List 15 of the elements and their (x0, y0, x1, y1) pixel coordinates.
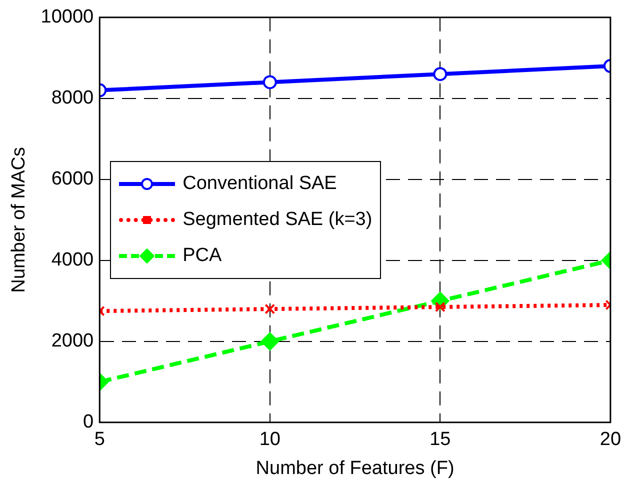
y-tick-label: 6000 (51, 168, 94, 190)
y-tick-label: 4000 (51, 250, 94, 271)
x-tick-label: 10 (259, 429, 280, 450)
y-tick-label: 0 (83, 412, 94, 433)
y-tick-label: 8000 (51, 88, 94, 109)
legend-label: PCA (182, 244, 222, 267)
legend-label: Conventional SAE (182, 172, 337, 195)
x-axis-title: Number of Features (F) (256, 458, 454, 479)
x-tick-label: 5 (94, 429, 105, 450)
y-tick-label: 10000 (40, 6, 94, 28)
x-tick-label: 20 (600, 429, 622, 450)
legend-label: Segmented SAE (k=3) (182, 208, 372, 231)
y-tick-label: 2000 (51, 330, 94, 352)
x-tick-label: 15 (430, 429, 451, 450)
y-axis-title: Number of MACs (8, 147, 30, 293)
